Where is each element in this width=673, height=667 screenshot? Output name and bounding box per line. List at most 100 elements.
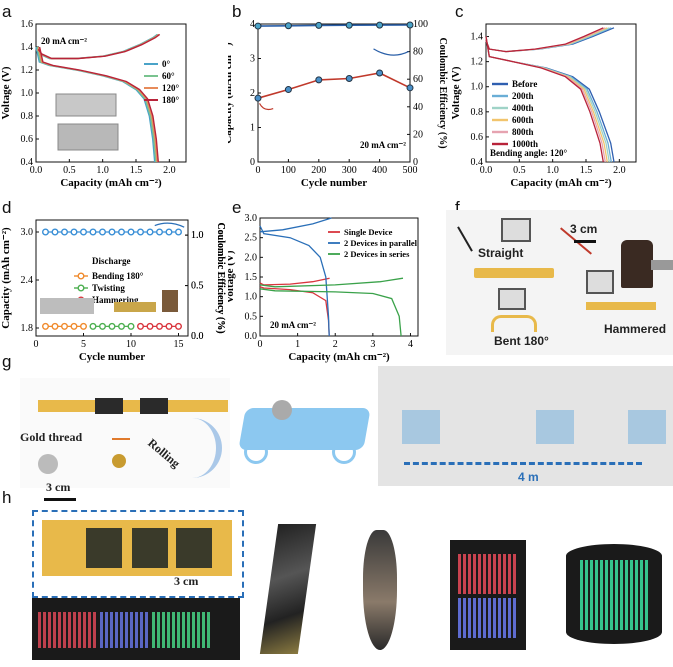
y-tick-label: 1	[250, 123, 255, 134]
label-distance: 4 m	[518, 470, 539, 484]
series-point	[174, 228, 182, 236]
charge-curve-3	[485, 27, 608, 53]
x-axis-label: Cycle number	[79, 351, 145, 363]
legend-label: 600th	[512, 115, 534, 125]
capacity-line	[257, 72, 411, 99]
series-point	[127, 228, 135, 236]
efficiency-point	[284, 22, 292, 30]
annotation: 20 mA cm⁻²	[360, 140, 406, 150]
capacity-point	[345, 75, 353, 83]
x-tick-label: 0	[256, 165, 261, 176]
y-tick-label: 2.5	[245, 233, 258, 244]
x-tick-label: 1.0	[546, 165, 559, 176]
panel-b-letter: b	[232, 2, 242, 21]
x-tick-label: 10	[126, 339, 136, 350]
y2-tick-label: 40	[413, 102, 423, 113]
chart-e: 0 1 2 3 4 0.0 0.5 1.0 1.5 2.0 2.5 3.0 Capacity (mAh …	[228, 213, 419, 363]
y2-tick-label: 0.5	[191, 281, 204, 292]
y-tick-label: 1.5	[245, 272, 258, 283]
y-tick-label: 4	[250, 19, 255, 30]
car-position-1	[402, 410, 440, 444]
y-tick-label: 1.2	[21, 65, 34, 76]
x-tick-label: 2	[333, 339, 338, 350]
charge-curve-2	[485, 27, 610, 53]
y-tick-label: 0	[250, 157, 255, 168]
led-glyph	[458, 598, 518, 638]
annotation: 20 mA cm⁻²	[270, 320, 316, 330]
y-tick-label: 1.2	[471, 57, 484, 68]
wheel	[244, 440, 268, 464]
series-discharge	[259, 288, 402, 337]
x-tick-label: 1.0	[96, 165, 109, 176]
photo-h-twisted	[255, 520, 325, 660]
legend-label: 120°	[162, 83, 180, 93]
photo-h-flag	[440, 520, 540, 660]
led-text-segment	[38, 612, 98, 648]
y2-tick-label: 0.0	[191, 331, 204, 342]
y-axis-label: Capacity (mAh cm⁻²)	[228, 42, 234, 144]
chart-a: 0.0 0.5 1.0 1.5 2.0 0.4 0.6 0.8 1.0 1.2 1.4 1.6 Capa…	[0, 19, 187, 189]
legend-label: 2 Devices in series	[344, 249, 410, 259]
series-point	[70, 322, 78, 330]
legend-label: Bending 180°	[92, 271, 144, 281]
capacity-point	[284, 86, 292, 94]
x-tick-label: 200	[311, 165, 326, 176]
inset-photo-straight	[55, 93, 117, 117]
series-charge	[259, 277, 404, 288]
efficiency-point	[315, 21, 323, 29]
legend-label: 800th	[512, 127, 534, 137]
y2-tick-label: 60	[413, 74, 423, 85]
x-tick-label: 1.5	[580, 165, 593, 176]
series-point	[61, 322, 69, 330]
x-tick-label: 0.0	[30, 165, 43, 176]
wire-black-straight	[457, 226, 473, 252]
series-point	[108, 228, 116, 236]
device-strip-straight	[474, 268, 554, 278]
capacity-point	[315, 76, 323, 84]
capacity-point	[406, 84, 414, 92]
led-text-segment	[100, 612, 150, 648]
series-point	[155, 322, 163, 330]
panel-f-letter: f	[455, 198, 460, 217]
label-rolling: Rolling	[145, 435, 183, 471]
label-scale-f: 3 cm	[570, 222, 598, 236]
y-axis-label: Voltage (V)	[0, 66, 12, 119]
coin	[38, 454, 58, 474]
led-glyph	[580, 560, 648, 630]
device-strip-hammered	[586, 302, 656, 310]
motor	[272, 400, 292, 420]
y2-tick-label: 0	[413, 157, 418, 168]
y2-tick-label: 100	[413, 19, 428, 30]
x-tick-label: 2.0	[613, 165, 626, 176]
series-point	[70, 228, 78, 236]
photo-h-cylinder	[560, 520, 670, 660]
inset-photo-twisted	[114, 302, 156, 312]
parallel-discharge	[259, 225, 330, 337]
charge-curve-3	[37, 33, 161, 60]
discharge-curve-5	[485, 36, 604, 163]
x-tick-label: 300	[342, 165, 357, 176]
series-point	[136, 228, 144, 236]
photo-h-device: 3 cm	[32, 510, 244, 598]
label-scale-h2: 3 cm	[174, 574, 199, 588]
battery-cell	[95, 398, 123, 414]
y-axis-label: Voltage (V)	[228, 250, 236, 303]
photo-g-thread: Gold thread Rolling	[20, 378, 230, 488]
x-axis-label: Capacity (mAh cm⁻²)	[288, 351, 390, 363]
scale-bar-f	[574, 240, 596, 243]
series-point	[155, 228, 163, 236]
arrow-left-icon	[112, 438, 130, 440]
panel-g-letter: g	[2, 352, 12, 371]
x-axis-label: Capacity (mAh cm⁻²)	[510, 177, 612, 189]
series-point	[51, 322, 59, 330]
charge-curve-4	[485, 27, 606, 53]
y-tick-label: 1.0	[471, 82, 484, 93]
series-point	[108, 322, 116, 330]
legend-label: 1000th	[512, 139, 538, 149]
series-point	[136, 322, 144, 330]
series-point	[79, 322, 87, 330]
scale-bar-h1	[44, 498, 76, 501]
x-tick-label: 3	[370, 339, 375, 350]
car-position-3	[628, 410, 666, 444]
